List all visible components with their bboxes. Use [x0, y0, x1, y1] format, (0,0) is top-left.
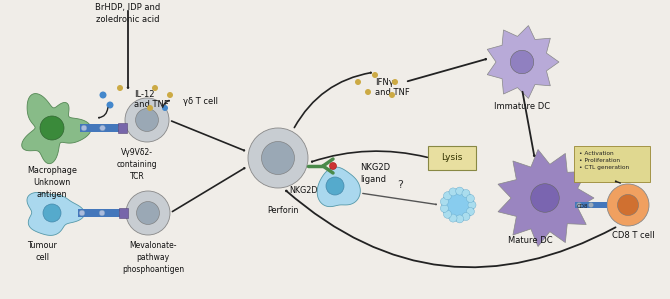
FancyArrowPatch shape: [523, 92, 535, 156]
Circle shape: [456, 215, 464, 223]
FancyArrowPatch shape: [312, 151, 427, 162]
Circle shape: [466, 208, 474, 216]
Circle shape: [79, 210, 85, 216]
Text: IL-12
and TNF: IL-12 and TNF: [134, 90, 169, 109]
Text: Vγ9Vδ2-
containing
TCR: Vγ9Vδ2- containing TCR: [117, 148, 157, 181]
Text: Tumour
cell: Tumour cell: [27, 241, 57, 262]
Bar: [80, 124, 125, 132]
Text: IFNγ
and TNF: IFNγ and TNF: [375, 78, 410, 97]
FancyArrowPatch shape: [172, 121, 245, 151]
FancyBboxPatch shape: [574, 146, 650, 182]
Polygon shape: [21, 94, 91, 164]
Circle shape: [576, 202, 582, 208]
Polygon shape: [498, 150, 594, 246]
Circle shape: [449, 214, 457, 222]
Circle shape: [440, 198, 448, 206]
Circle shape: [389, 92, 395, 98]
Circle shape: [607, 184, 649, 226]
Circle shape: [125, 98, 169, 142]
Circle shape: [147, 105, 153, 111]
Bar: [118, 123, 127, 133]
Bar: [78, 209, 126, 217]
Circle shape: [326, 177, 344, 195]
Polygon shape: [487, 25, 559, 98]
Text: NKG2D: NKG2D: [289, 186, 318, 195]
Circle shape: [118, 125, 124, 131]
Text: NKG2D
ligand: NKG2D ligand: [360, 163, 390, 184]
Circle shape: [261, 141, 295, 175]
Text: Immature DC: Immature DC: [494, 102, 550, 111]
Circle shape: [117, 85, 123, 91]
Circle shape: [442, 189, 474, 221]
Circle shape: [531, 184, 559, 212]
Circle shape: [100, 125, 105, 131]
Circle shape: [462, 213, 470, 221]
Circle shape: [462, 190, 470, 197]
FancyArrowPatch shape: [163, 100, 170, 107]
Text: • Activation
• Proliferation
• CTL generation: • Activation • Proliferation • CTL gener…: [579, 151, 629, 170]
Circle shape: [618, 195, 639, 216]
Polygon shape: [27, 193, 84, 235]
Circle shape: [100, 91, 107, 98]
Circle shape: [330, 162, 336, 170]
Circle shape: [107, 101, 113, 109]
Text: Mature DC: Mature DC: [508, 236, 552, 245]
Circle shape: [588, 202, 594, 208]
Circle shape: [119, 210, 125, 216]
Text: CD8: CD8: [577, 204, 588, 208]
FancyArrowPatch shape: [172, 168, 245, 212]
Circle shape: [444, 192, 452, 200]
Circle shape: [511, 50, 534, 74]
Circle shape: [152, 85, 158, 91]
FancyArrowPatch shape: [616, 181, 620, 183]
Circle shape: [456, 187, 464, 195]
Circle shape: [440, 204, 448, 212]
Circle shape: [99, 210, 105, 216]
Text: ?: ?: [397, 180, 403, 190]
Circle shape: [43, 204, 61, 222]
FancyArrowPatch shape: [294, 72, 371, 128]
Circle shape: [449, 188, 457, 196]
Circle shape: [126, 191, 170, 235]
FancyArrowPatch shape: [407, 59, 486, 81]
Circle shape: [135, 109, 158, 132]
Circle shape: [468, 201, 476, 209]
FancyArrowPatch shape: [127, 11, 129, 88]
FancyArrowPatch shape: [98, 108, 108, 118]
Circle shape: [466, 194, 474, 202]
Polygon shape: [317, 167, 360, 207]
Circle shape: [81, 125, 87, 131]
Circle shape: [392, 79, 398, 85]
FancyArrowPatch shape: [362, 193, 436, 205]
Text: BrHDP, IDP and
zoledronic acid: BrHDP, IDP and zoledronic acid: [95, 3, 161, 24]
Circle shape: [137, 202, 159, 225]
Text: Perforin: Perforin: [267, 206, 299, 215]
Circle shape: [355, 79, 361, 85]
Circle shape: [167, 92, 173, 98]
Text: Mevalonate-
pathway
phosphoantigen: Mevalonate- pathway phosphoantigen: [122, 241, 184, 274]
Circle shape: [162, 105, 168, 111]
Text: Macrophage
Unknown
antigen: Macrophage Unknown antigen: [27, 166, 77, 199]
FancyArrowPatch shape: [286, 191, 616, 267]
Circle shape: [372, 72, 378, 78]
FancyBboxPatch shape: [428, 146, 476, 170]
Text: CD8 T cell: CD8 T cell: [612, 231, 655, 240]
Circle shape: [365, 89, 371, 95]
Text: Lysis: Lysis: [442, 153, 463, 162]
Circle shape: [40, 116, 64, 140]
Circle shape: [248, 128, 308, 188]
Text: γδ T cell: γδ T cell: [183, 97, 218, 106]
Bar: [575, 202, 607, 208]
Bar: [119, 208, 128, 218]
Circle shape: [444, 210, 452, 218]
